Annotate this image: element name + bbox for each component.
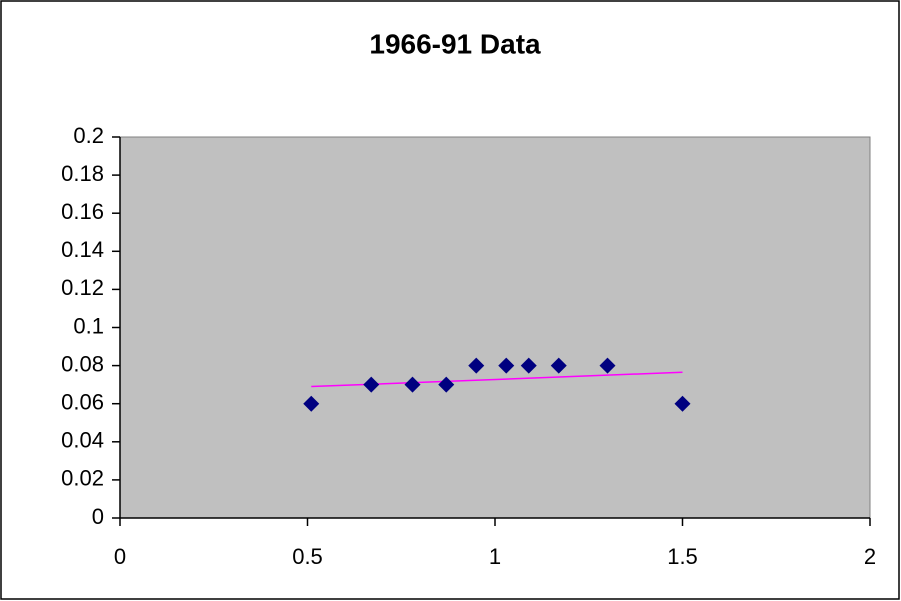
y-tick-label: 0.18 — [61, 161, 104, 186]
chart-title: 1966-91 Data — [369, 28, 541, 59]
marker — [550, 357, 567, 374]
x-tick-label: 1 — [489, 544, 501, 569]
marker — [363, 376, 380, 393]
x-tick-label: 0.5 — [292, 544, 323, 569]
marker — [599, 357, 616, 374]
y-tick-label: 0.2 — [73, 123, 104, 148]
y-tick-label: 0.04 — [61, 428, 104, 453]
y-tick-label: 0.06 — [61, 390, 104, 415]
y-tick-label: 0.14 — [61, 237, 104, 262]
y-tick-label: 0.12 — [61, 275, 104, 300]
y-tick-label: 0.1 — [73, 313, 104, 338]
marker — [404, 376, 421, 393]
marker — [674, 395, 691, 412]
x-tick-label: 1.5 — [667, 544, 698, 569]
marker — [438, 376, 455, 393]
y-tick-label: 0 — [92, 504, 104, 529]
marker — [520, 357, 537, 374]
y-tick-label: 0.16 — [61, 199, 104, 224]
x-tick-label: 0 — [114, 544, 126, 569]
marker — [468, 357, 485, 374]
plot-area — [119, 136, 871, 519]
x-tick-label: 2 — [864, 544, 876, 569]
y-tick-label: 0.02 — [61, 466, 104, 491]
marker — [498, 357, 515, 374]
y-tick-label: 0.08 — [61, 351, 104, 376]
marker — [303, 395, 320, 412]
